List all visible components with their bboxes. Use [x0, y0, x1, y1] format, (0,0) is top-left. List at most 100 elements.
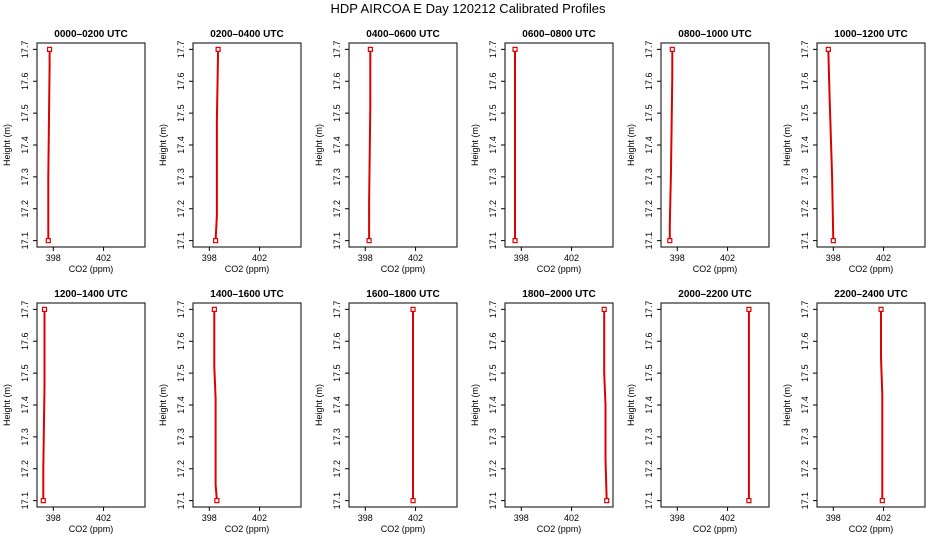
panel-frame [660, 42, 770, 248]
x-axis-label: CO2 (ppm) [381, 524, 426, 534]
profile-endpoint-marker [45, 238, 51, 244]
x-tick-label: 402 [564, 513, 579, 523]
y-tick-label: 17.3 [644, 168, 654, 186]
x-axis-label: CO2 (ppm) [849, 524, 894, 534]
y-tick-label: 17.3 [488, 168, 498, 186]
y-tick-label: 17.6 [644, 332, 654, 350]
x-tick-label: 402 [252, 513, 267, 523]
profile-endpoint-marker [46, 46, 53, 52]
y-tick-label: 17.2 [20, 460, 30, 478]
y-axis-label: Height (m) [782, 384, 792, 426]
y-tick-label: 17.3 [332, 168, 342, 186]
y-tick-label: 17.3 [20, 168, 30, 186]
profile-endpoint-marker [825, 46, 831, 52]
profile-endpoint-marker [40, 498, 46, 504]
profile-endpoint-marker [367, 46, 373, 52]
y-tick-label: 17.4 [800, 136, 810, 154]
y-tick-label: 17.6 [176, 72, 186, 90]
y-tick-label: 17.1 [176, 492, 186, 510]
y-tick-label: 17.2 [332, 200, 342, 218]
profile-line [827, 49, 835, 241]
y-tick-label: 17.5 [20, 364, 30, 382]
profile-endpoint-marker [746, 306, 752, 312]
y-tick-label: 17.7 [800, 301, 810, 319]
y-tick-label: 17.6 [176, 332, 186, 350]
y-tick-label: 17.3 [644, 428, 654, 446]
y-tick-label: 17.6 [332, 72, 342, 90]
profile-line [668, 49, 674, 241]
y-tick-label: 17.7 [644, 41, 654, 59]
x-tick-label: 398 [46, 253, 61, 263]
y-tick-label: 17.2 [176, 200, 186, 218]
y-axis-label: Height (m) [314, 124, 324, 166]
y-tick-label: 17.1 [176, 232, 186, 250]
chart-main-title: HDP AIRCOA E Day 120212 Calibrated Profi… [330, 1, 606, 16]
x-axis-label: CO2 (ppm) [69, 524, 114, 534]
panel-frame [348, 302, 458, 508]
y-tick-label: 17.1 [332, 492, 342, 510]
profile-line [214, 49, 220, 241]
y-axis-label: Height (m) [314, 384, 324, 426]
y-tick-label: 17.2 [644, 200, 654, 218]
y-tick-label: 17.5 [332, 364, 342, 382]
y-tick-label: 17.2 [644, 460, 654, 478]
profile-line [213, 309, 218, 501]
profile-endpoint-marker [214, 498, 220, 504]
y-tick-label: 17.5 [800, 104, 810, 122]
y-tick-label: 17.5 [488, 364, 498, 382]
panel-frame [504, 42, 614, 248]
y-axis-label: Height (m) [782, 124, 792, 166]
x-axis-label: CO2 (ppm) [381, 264, 426, 274]
y-tick-label: 17.4 [644, 136, 654, 154]
y-axis-label: Height (m) [158, 384, 168, 426]
y-tick-label: 17.7 [176, 41, 186, 59]
y-tick-label: 17.7 [332, 301, 342, 319]
y-tick-label: 17.1 [20, 232, 30, 250]
y-tick-label: 17.4 [176, 396, 186, 414]
y-tick-label: 17.2 [488, 460, 498, 478]
y-tick-label: 17.1 [644, 232, 654, 250]
y-tick-label: 17.5 [644, 364, 654, 382]
x-axis-label: CO2 (ppm) [225, 264, 270, 274]
panel-title: 1600–1800 UTC [366, 289, 439, 300]
y-tick-label: 17.5 [488, 104, 498, 122]
y-tick-label: 17.7 [20, 301, 30, 319]
y-tick-label: 17.6 [20, 332, 30, 350]
y-tick-label: 17.2 [800, 460, 810, 478]
x-tick-label: 398 [358, 513, 373, 523]
profile-endpoint-marker [669, 46, 675, 52]
y-tick-label: 17.1 [332, 232, 342, 250]
profile-endpoint-marker [879, 498, 885, 504]
x-tick-label: 398 [826, 513, 841, 523]
panel-title: 0800–1000 UTC [678, 29, 751, 40]
y-tick-label: 17.6 [332, 332, 342, 350]
x-tick-label: 402 [408, 253, 423, 263]
y-tick-label: 17.6 [20, 72, 30, 90]
x-tick-label: 398 [358, 253, 373, 263]
panel-title: 0200–0400 UTC [210, 29, 283, 40]
x-tick-label: 402 [252, 253, 267, 263]
y-tick-label: 17.2 [488, 200, 498, 218]
y-tick-label: 17.4 [20, 396, 30, 414]
y-tick-label: 17.7 [20, 41, 30, 59]
profile-endpoint-marker [878, 306, 884, 312]
y-tick-label: 17.4 [176, 136, 186, 154]
y-tick-label: 17.2 [332, 460, 342, 478]
profile-endpoint-marker [211, 306, 217, 312]
y-tick-label: 17.1 [644, 492, 654, 510]
y-tick-label: 17.3 [800, 168, 810, 186]
panel-frame [36, 42, 146, 248]
x-tick-label: 402 [876, 513, 891, 523]
y-axis-label: Height (m) [2, 384, 12, 426]
profile-endpoint-marker [830, 238, 836, 244]
y-axis-label: Height (m) [470, 384, 480, 426]
y-tick-label: 17.7 [800, 41, 810, 59]
x-axis-label: CO2 (ppm) [537, 264, 582, 274]
y-tick-label: 17.4 [488, 136, 498, 154]
panel-frame [348, 42, 458, 248]
x-tick-label: 398 [202, 253, 217, 263]
profile-endpoint-marker [410, 498, 416, 504]
x-axis-label: CO2 (ppm) [849, 264, 894, 274]
profile-line [603, 309, 608, 501]
